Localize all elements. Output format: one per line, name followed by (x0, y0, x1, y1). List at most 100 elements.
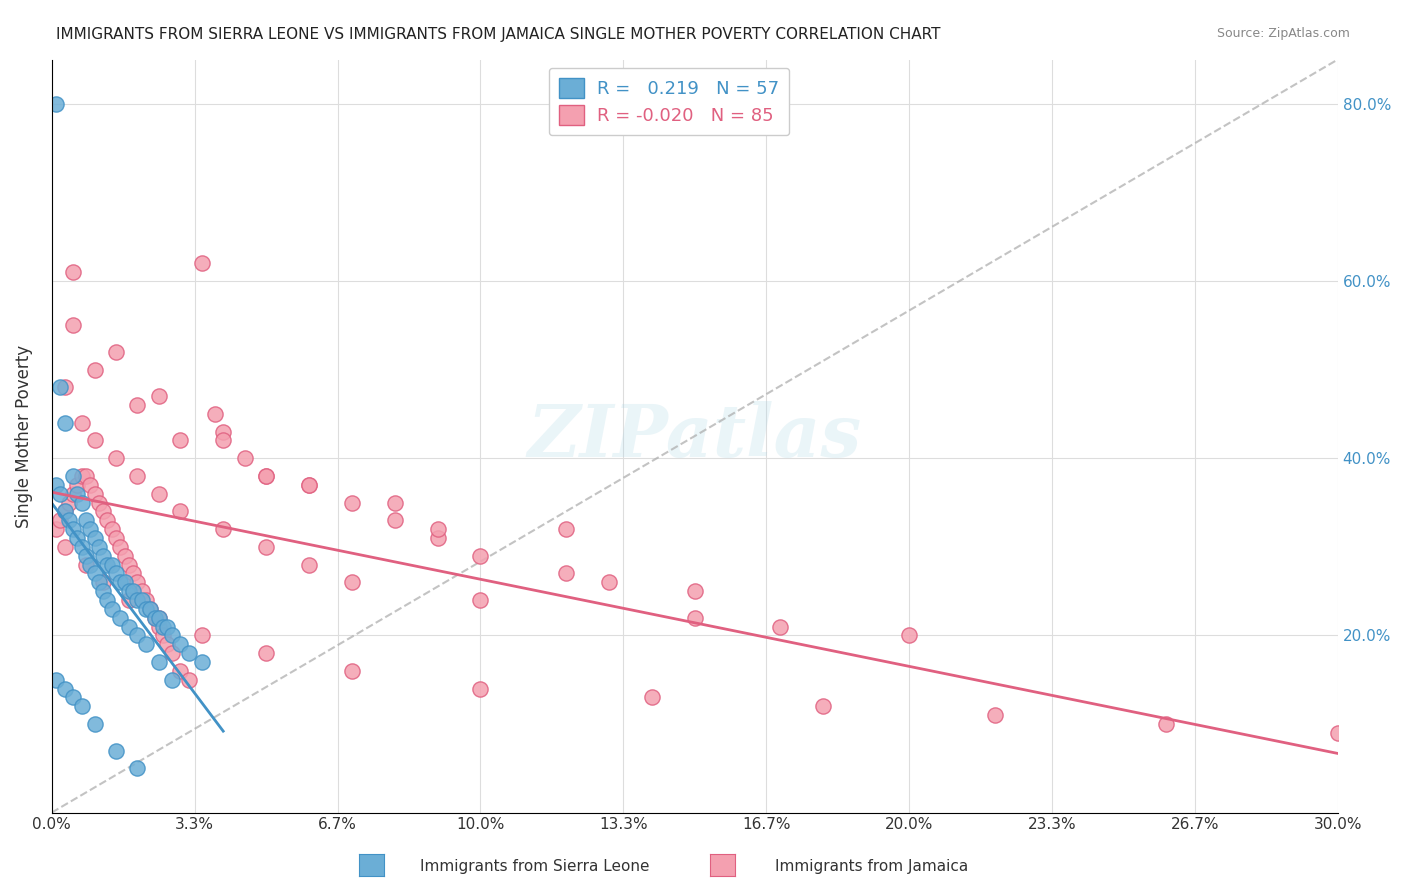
Point (127, 761, 149, 775)
Point (75, 513, 97, 527)
Point (70, 540, 93, 554)
Point (683, 610, 706, 624)
Point (191, 628, 214, 642)
Point (45, 673, 67, 687)
Point (555, 566, 578, 581)
Point (45, 96, 67, 111)
Point (156, 637, 179, 651)
Point (49, 513, 72, 527)
Point (143, 610, 166, 624)
Point (87, 540, 110, 554)
Point (160, 646, 183, 660)
Point (75, 549, 97, 563)
Point (79, 477, 101, 491)
Point (110, 540, 132, 554)
Point (384, 495, 406, 509)
Point (75, 558, 97, 572)
Point (139, 602, 162, 616)
Point (426, 522, 449, 536)
Point (152, 619, 174, 633)
Point (66, 486, 89, 500)
Point (118, 584, 141, 599)
Point (66, 477, 89, 491)
Text: ZIPatlas: ZIPatlas (527, 401, 862, 472)
Point (148, 655, 170, 669)
Point (131, 593, 153, 607)
Point (83, 531, 105, 545)
Point (62, 265, 84, 279)
Point (813, 699, 835, 714)
Point (118, 558, 141, 572)
Point (212, 425, 235, 439)
Point (139, 602, 162, 616)
Point (49, 486, 72, 500)
Point (96, 593, 118, 607)
Point (87, 495, 110, 509)
Text: Source: ZipAtlas.com: Source: ZipAtlas.com (1216, 27, 1350, 40)
Point (105, 566, 128, 581)
Point (118, 593, 141, 607)
Point (62, 469, 84, 483)
Point (127, 628, 149, 642)
Point (152, 628, 174, 642)
Point (96, 558, 118, 572)
Text: Immigrants from Sierra Leone: Immigrants from Sierra Leone (419, 859, 650, 874)
Point (127, 469, 149, 483)
Point (983, 708, 1005, 723)
Point (127, 398, 149, 412)
Point (122, 566, 145, 581)
Point (96, 513, 118, 527)
Point (70, 699, 93, 714)
Point (131, 584, 153, 599)
Point (79, 522, 101, 536)
Point (1154, 717, 1177, 731)
Point (127, 575, 149, 590)
Point (105, 743, 128, 757)
Point (470, 593, 492, 607)
Point (70, 495, 93, 509)
Point (110, 575, 132, 590)
Point (470, 549, 492, 563)
Point (91, 504, 114, 518)
Point (53, 416, 76, 430)
Point (148, 619, 170, 633)
Point (122, 584, 145, 599)
Point (641, 690, 664, 705)
Point (75, 469, 97, 483)
Point (191, 655, 214, 669)
Legend: R =   0.219   N = 57, R = -0.020   N = 85: R = 0.219 N = 57, R = -0.020 N = 85 (548, 68, 789, 136)
Point (298, 558, 321, 572)
Point (100, 522, 122, 536)
Point (233, 451, 256, 466)
Point (62, 318, 84, 333)
Point (298, 477, 321, 491)
Point (555, 522, 578, 536)
Point (148, 486, 170, 500)
Point (53, 540, 76, 554)
Point (135, 637, 157, 651)
Point (53, 681, 76, 696)
Point (114, 575, 136, 590)
Point (191, 256, 214, 270)
Point (135, 602, 157, 616)
Point (105, 451, 128, 466)
Point (254, 469, 277, 483)
Point (169, 637, 191, 651)
Point (91, 575, 114, 590)
Point (105, 531, 128, 545)
Point (91, 549, 114, 563)
Point (100, 558, 122, 572)
Point (91, 584, 114, 599)
Point (100, 602, 122, 616)
Point (114, 549, 136, 563)
Point (340, 495, 363, 509)
Point (62, 690, 84, 705)
Point (49, 380, 72, 394)
Point (53, 380, 76, 394)
Text: IMMIGRANTS FROM SIERRA LEONE VS IMMIGRANTS FROM JAMAICA SINGLE MOTHER POVERTY CO: IMMIGRANTS FROM SIERRA LEONE VS IMMIGRAN… (56, 27, 941, 42)
Point (148, 610, 170, 624)
Point (79, 558, 101, 572)
Point (62, 522, 84, 536)
Point (177, 673, 200, 687)
Text: Immigrants from Jamaica: Immigrants from Jamaica (775, 859, 969, 874)
